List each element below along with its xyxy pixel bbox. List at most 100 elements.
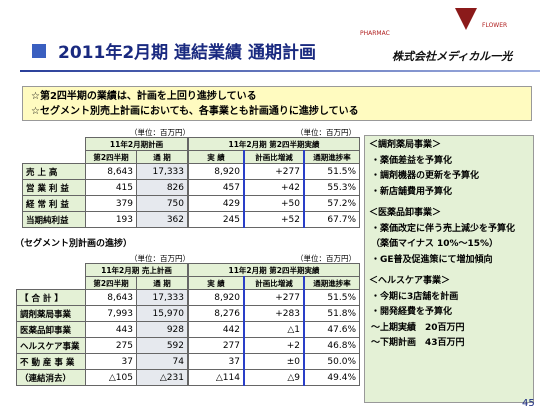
value-cell: +42 xyxy=(243,179,305,196)
company-name: 株式会社メディカル一光 xyxy=(392,50,513,63)
value-cell: 592 xyxy=(136,337,188,354)
value-cell: 8,920 xyxy=(188,163,245,180)
value-cell: ±0 xyxy=(243,353,305,370)
value-cell: +52 xyxy=(243,211,305,228)
logo-mark xyxy=(455,8,477,30)
panel-item: ・GE普及促進策にて増加傾向 xyxy=(371,254,493,265)
column-header: 通 期 xyxy=(136,276,188,290)
data-row: 経 常 利 益 379 750 xyxy=(22,195,188,212)
unit-label: （単位：百万円） xyxy=(296,254,356,263)
column-header: 第2四半期 xyxy=(85,150,137,164)
data-row: 8,920 +277 51.5% xyxy=(188,289,360,306)
column-header: 計画比増減 xyxy=(243,150,305,164)
header-row: 11年2月期 売上計画 xyxy=(17,263,188,277)
data-row: ヘルスケア事業 275 592 xyxy=(16,337,188,354)
corner-cell xyxy=(17,264,86,290)
panel-heading: ＜調剤薬局事業＞ xyxy=(369,140,442,150)
value-cell: 443 xyxy=(85,321,137,338)
value-cell: 8,276 xyxy=(188,305,245,322)
column-header: 計画比増減 xyxy=(243,276,305,290)
data-row: 営 業 利 益 415 826 xyxy=(22,179,188,196)
corner-cell xyxy=(23,138,86,164)
data-row: 売 上 高 8,643 17,333 xyxy=(22,163,188,180)
value-cell: 928 xyxy=(136,321,188,338)
value-cell: 37 xyxy=(85,353,137,370)
value-cell: 379 xyxy=(85,195,137,212)
value-cell: 750 xyxy=(136,195,188,212)
data-row: 8,276 +283 51.8% xyxy=(188,305,360,322)
value-cell: 50.0% xyxy=(303,353,360,370)
column-header: 通期進捗率 xyxy=(303,276,360,290)
data-table: 11年2月期 売上計画 第2四半期通 期【 合 計 】 8,643 17,333 調剤薬… xyxy=(16,263,188,386)
row-label: 不 動 産 事 業 xyxy=(16,353,86,370)
data-row: 457 +42 55.3% xyxy=(188,179,360,196)
value-cell: 51.5% xyxy=(303,289,360,306)
rule xyxy=(20,70,540,72)
value-cell: 826 xyxy=(136,179,188,196)
group-header: 11年2月期 売上計画 xyxy=(85,263,188,277)
value-cell: +277 xyxy=(243,289,305,306)
value-cell: 15,970 xyxy=(136,305,188,322)
column-header: 第2四半期 xyxy=(85,276,137,290)
row-label: ヘルスケア事業 xyxy=(16,337,86,354)
group-header: 11年2月期 第2四半期実績 xyxy=(188,137,360,151)
panel-heading: ＜医薬品卸事業＞ xyxy=(369,208,442,218)
title: 2011年2月期 連結業績 通期計画 xyxy=(58,43,316,63)
data-table: 11年2月期 第2四半期実績実 績計画比増減 通期進捗率 8,920 +277 51.5… xyxy=(188,263,360,386)
value-cell: 8,643 xyxy=(85,289,137,306)
data-row: 37 ±0 50.0% xyxy=(188,353,360,370)
group-header: 11年2月期 第2四半期実績 xyxy=(188,263,360,277)
value-cell: 46.8% xyxy=(303,337,360,354)
value-cell: 17,333 xyxy=(136,289,188,306)
panel-item: ～上期実績 20百万円 xyxy=(371,322,465,333)
header-row: 実 績計画比増減 通期進捗率 xyxy=(188,150,360,164)
row-label: 医薬品卸事業 xyxy=(16,321,86,338)
panel-item: ・薬価差益を予算化 xyxy=(371,155,453,166)
data-row: 調剤薬局事業 7,993 15,970 xyxy=(16,305,188,322)
row-label: 当期純利益 xyxy=(22,211,86,228)
value-cell: 49.4% xyxy=(303,369,360,386)
value-cell: 74 xyxy=(136,353,188,370)
value-cell: 17,333 xyxy=(136,163,188,180)
value-cell: 277 xyxy=(188,337,245,354)
comment-panel: ＜調剤薬局事業＞ ・薬価差益を予算化 ・調剤機器の更新を予算化 ・新店舗費用予算化 ＜医… xyxy=(364,135,534,403)
data-row: 442 △1 47.6% xyxy=(188,321,360,338)
header-row: 11年2月期計画 xyxy=(23,137,188,151)
value-cell: △105 xyxy=(85,369,137,386)
value-cell: 51.8% xyxy=(303,305,360,322)
row-label: 売 上 高 xyxy=(22,163,86,180)
row-label: （連結消去） xyxy=(16,369,86,386)
note: ☆第2四半期の業績は、計画を上回り進捗している xyxy=(31,91,257,102)
note-box: ☆第2四半期の業績は、計画を上回り進捗している ☆セグメント別売上計画においても… xyxy=(22,86,532,121)
panel-item: ・薬価改定に伴う売上減少を予算化 xyxy=(371,223,516,234)
column-header: 通期進捗率 xyxy=(303,150,360,164)
value-cell: △114 xyxy=(188,369,245,386)
value-cell: 193 xyxy=(85,211,137,228)
value-cell: 7,993 xyxy=(85,305,137,322)
panel-heading: ＜ヘルスケア事業＞ xyxy=(369,276,451,286)
value-cell: 429 xyxy=(188,195,245,212)
header-row: 第2四半期通 期 xyxy=(23,150,188,164)
note: ☆セグメント別売上計画においても、各事業とも計画通りに進捗している xyxy=(31,106,359,117)
data-row: △114 △9 49.4% xyxy=(188,369,360,386)
data-row: 【 合 計 】 8,643 17,333 xyxy=(16,289,188,306)
value-cell: 57.2% xyxy=(303,195,360,212)
value-cell: △1 xyxy=(243,321,305,338)
value-cell: 55.3% xyxy=(303,179,360,196)
section-title: （セグメント別計画の進捗） xyxy=(15,239,133,249)
value-cell: 442 xyxy=(188,321,245,338)
panel-item: ・開発経費を予算化 xyxy=(371,307,453,317)
data-table: 11年2月期 第2四半期実績実 績計画比増減 通期進捗率 8,920 +277 51.5… xyxy=(188,137,360,228)
panel-item: ・調剤機器の更新を予算化 xyxy=(371,171,480,181)
panel-item: ～下期計画 43百万円 xyxy=(371,338,465,348)
logo-text: FLOWER xyxy=(482,22,508,29)
value-cell: +2 xyxy=(243,337,305,354)
group-header: 11年2月期計画 xyxy=(85,137,188,151)
unit-label: （単位：百万円） xyxy=(296,128,356,137)
unit-label: （単位：百万円） xyxy=(130,254,190,263)
value-cell: +277 xyxy=(243,163,305,180)
value-cell: △231 xyxy=(136,369,188,386)
data-row: 277 +2 46.8% xyxy=(188,337,360,354)
data-row: 当期純利益 193 362 xyxy=(22,211,188,228)
